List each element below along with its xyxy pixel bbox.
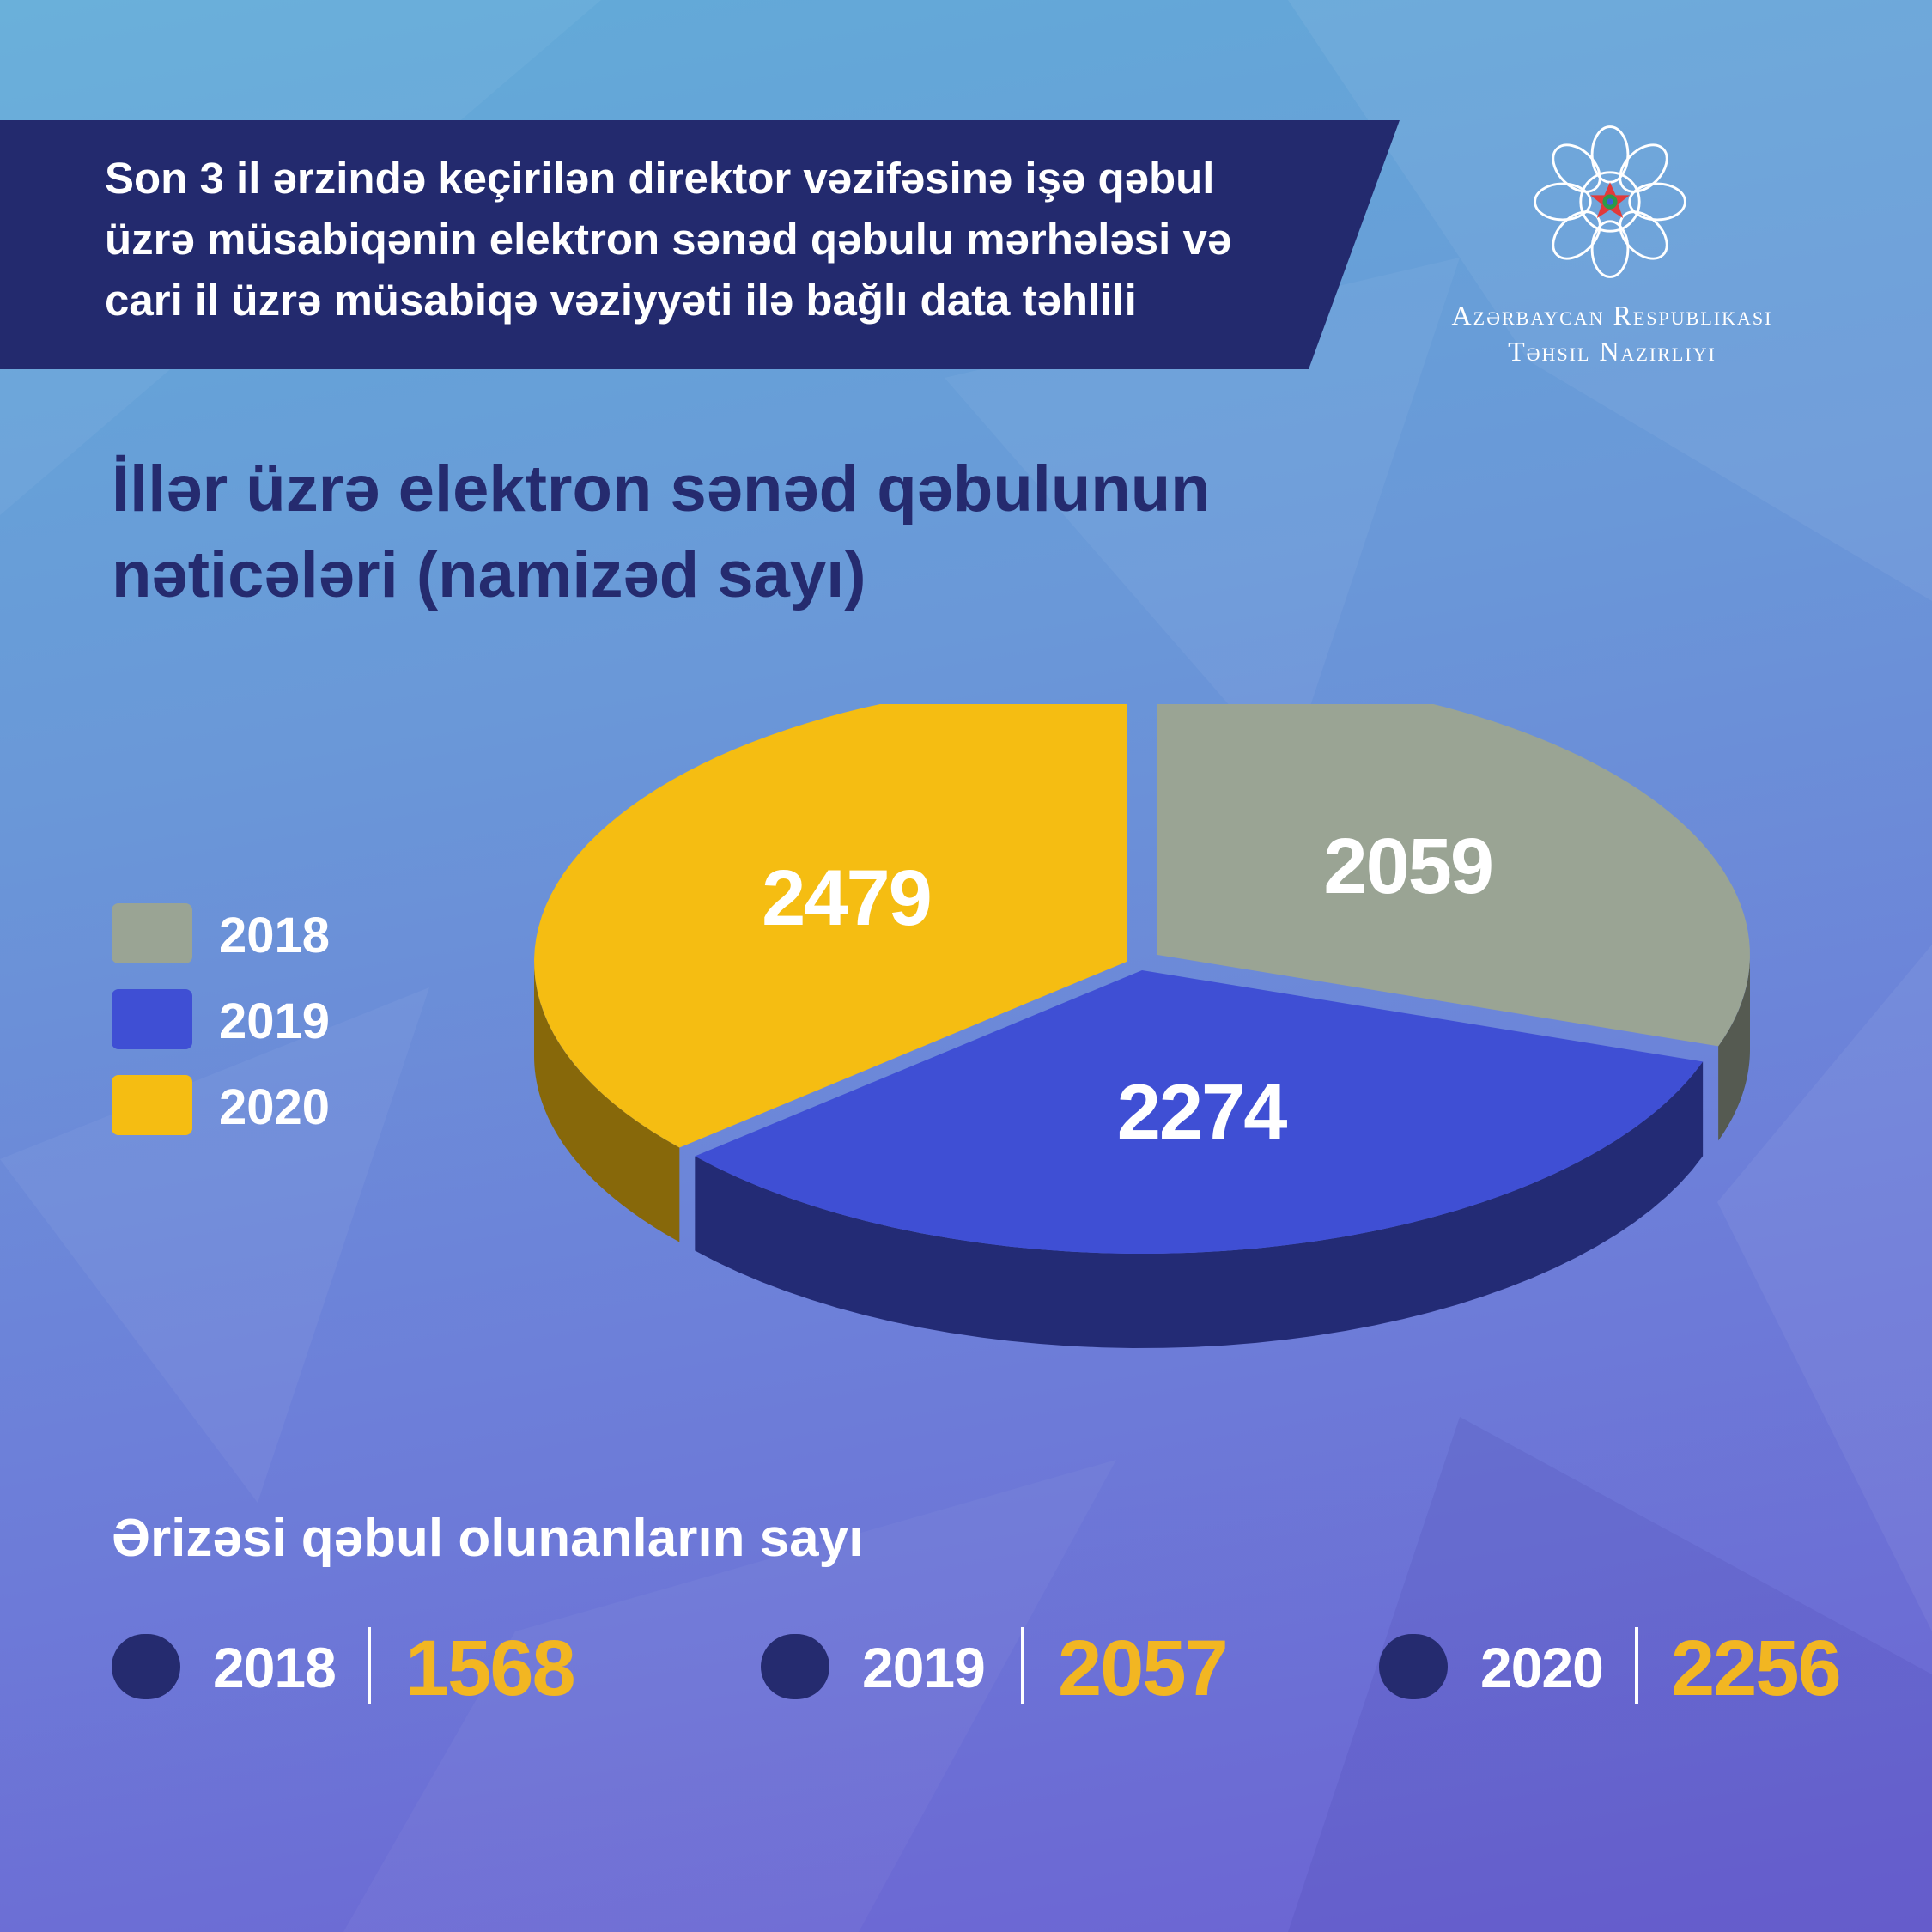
stat-dot [1379,1634,1448,1699]
stat-separator [1635,1627,1638,1704]
banner-title: Son 3 il ərzində keçirilən direktor vəzi… [105,154,1232,325]
stat-year: 2019 [862,1636,986,1699]
header-banner [0,120,1400,369]
stat-year: 2020 [1480,1636,1604,1699]
pie-label-2019: 2274 [1117,1068,1287,1156]
pie-slice-2019 [695,970,1704,1254]
legend-label-2020: 2020 [219,1079,331,1135]
legend-swatch-2018 [112,903,192,963]
pie-side-2019 [695,1061,1704,1348]
legend-item-2020: 2020 [112,1075,369,1161]
accepted-stat-2020: 2020 2256 [1379,1627,1860,1708]
legend-label-2018: 2018 [219,908,331,963]
accepted-stat-2019: 2019 2057 [761,1627,1242,1708]
legend-swatch-2020 [112,1075,192,1135]
ministry-name-line2: Təhsil Nazirliyi [1508,336,1716,367]
stat-value: 2057 [1058,1625,1229,1712]
chart-legend: 2018 2019 2020 [112,903,369,1161]
stat-dot [112,1634,180,1699]
stat-year: 2018 [213,1636,337,1699]
legend-label-2019: 2019 [219,993,331,1049]
pie-slice-2020 [534,704,1127,1148]
legend-item-2018: 2018 [112,903,369,989]
legend-item-2019: 2019 [112,989,369,1075]
chart-title: İllər üzrə elektron sənəd qəbulunun nəti… [112,453,1211,611]
pie-label-2020: 2479 [762,854,931,942]
pie-chart: 2059 2274 2479 [534,704,1750,1348]
pie-label-2018: 2059 [1323,823,1492,910]
ministry-name: Azərbaycan Respublikası Təhsil Nazirliyi [1374,297,1850,369]
ministry-name-line1: Azərbaycan Respublikası [1451,300,1773,331]
pie-side-2020 [534,962,680,1242]
ministry-emblem-icon [1534,125,1686,278]
accepted-title: Ərizəsi qəbul olunanların sayı [112,1509,864,1568]
legend-swatch-2019 [112,989,192,1049]
stat-separator [368,1627,371,1704]
pie-slice-2018 [1157,704,1750,1047]
stat-dot [761,1634,829,1699]
pie-side-2018 [1718,955,1750,1141]
accepted-stat-2018: 2018 1568 [112,1627,592,1708]
stat-separator [1021,1627,1024,1704]
stat-value: 2256 [1671,1625,1842,1712]
stat-value: 1568 [405,1625,576,1712]
